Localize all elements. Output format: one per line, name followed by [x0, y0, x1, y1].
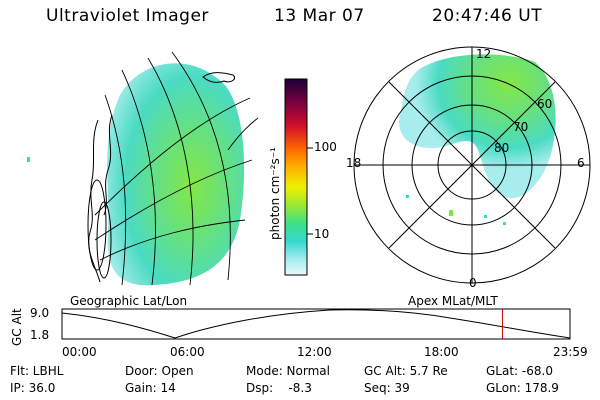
colorbar-tick-100: 100	[314, 140, 337, 154]
apex-caption: Apex MLat/MLT	[408, 294, 498, 308]
timeline-tick-0: 00:00	[62, 345, 97, 359]
mlat-70-label: 70	[513, 120, 529, 134]
mlt-6-label: 6	[577, 156, 585, 170]
aurora-emission-right	[399, 54, 556, 199]
timeline-tick-4: 23:59	[553, 345, 588, 359]
altitude-curve	[61, 309, 571, 339]
timeline-tick-2: 12:00	[297, 345, 332, 359]
flt-status: Flt: LBHL	[10, 364, 64, 378]
gain-status: Gain: 14	[125, 381, 176, 395]
dsp-status: Dsp: -8.3	[246, 381, 312, 395]
timeline-y-min: 1.8	[30, 328, 50, 342]
mlat-80-label: 80	[494, 141, 510, 155]
mlt-0-label: 0	[469, 276, 477, 290]
app-title: Ultraviolet Imager	[46, 6, 209, 26]
date-label: 13 Mar 07	[274, 6, 365, 26]
aurora-emission-left	[107, 63, 245, 286]
geographic-caption: Geographic Lat/Lon	[70, 294, 188, 308]
mlt-12-label: 12	[476, 47, 492, 61]
gc-alt-status: GC Alt: 5.7 Re	[364, 364, 448, 378]
mode-status: Mode: Normal	[246, 364, 330, 378]
seq-status: Seq: 39	[364, 381, 410, 395]
glat-status: GLat: -68.0	[486, 364, 553, 378]
mlt-18-label: 18	[346, 156, 362, 170]
ip-status: IP: 36.0	[10, 381, 56, 395]
time-label: 20:47:46 UT	[432, 6, 543, 26]
timeline-tick-1: 06:00	[170, 345, 205, 359]
timeline-tick-3: 18:00	[424, 345, 459, 359]
timeline-y-max: 9.0	[30, 306, 50, 320]
colorbar-tick-10: 10	[314, 227, 330, 241]
door-status: Door: Open	[125, 364, 194, 378]
glon-status: GLon: 178.9	[486, 381, 559, 395]
mlat-60-label: 60	[537, 97, 553, 111]
